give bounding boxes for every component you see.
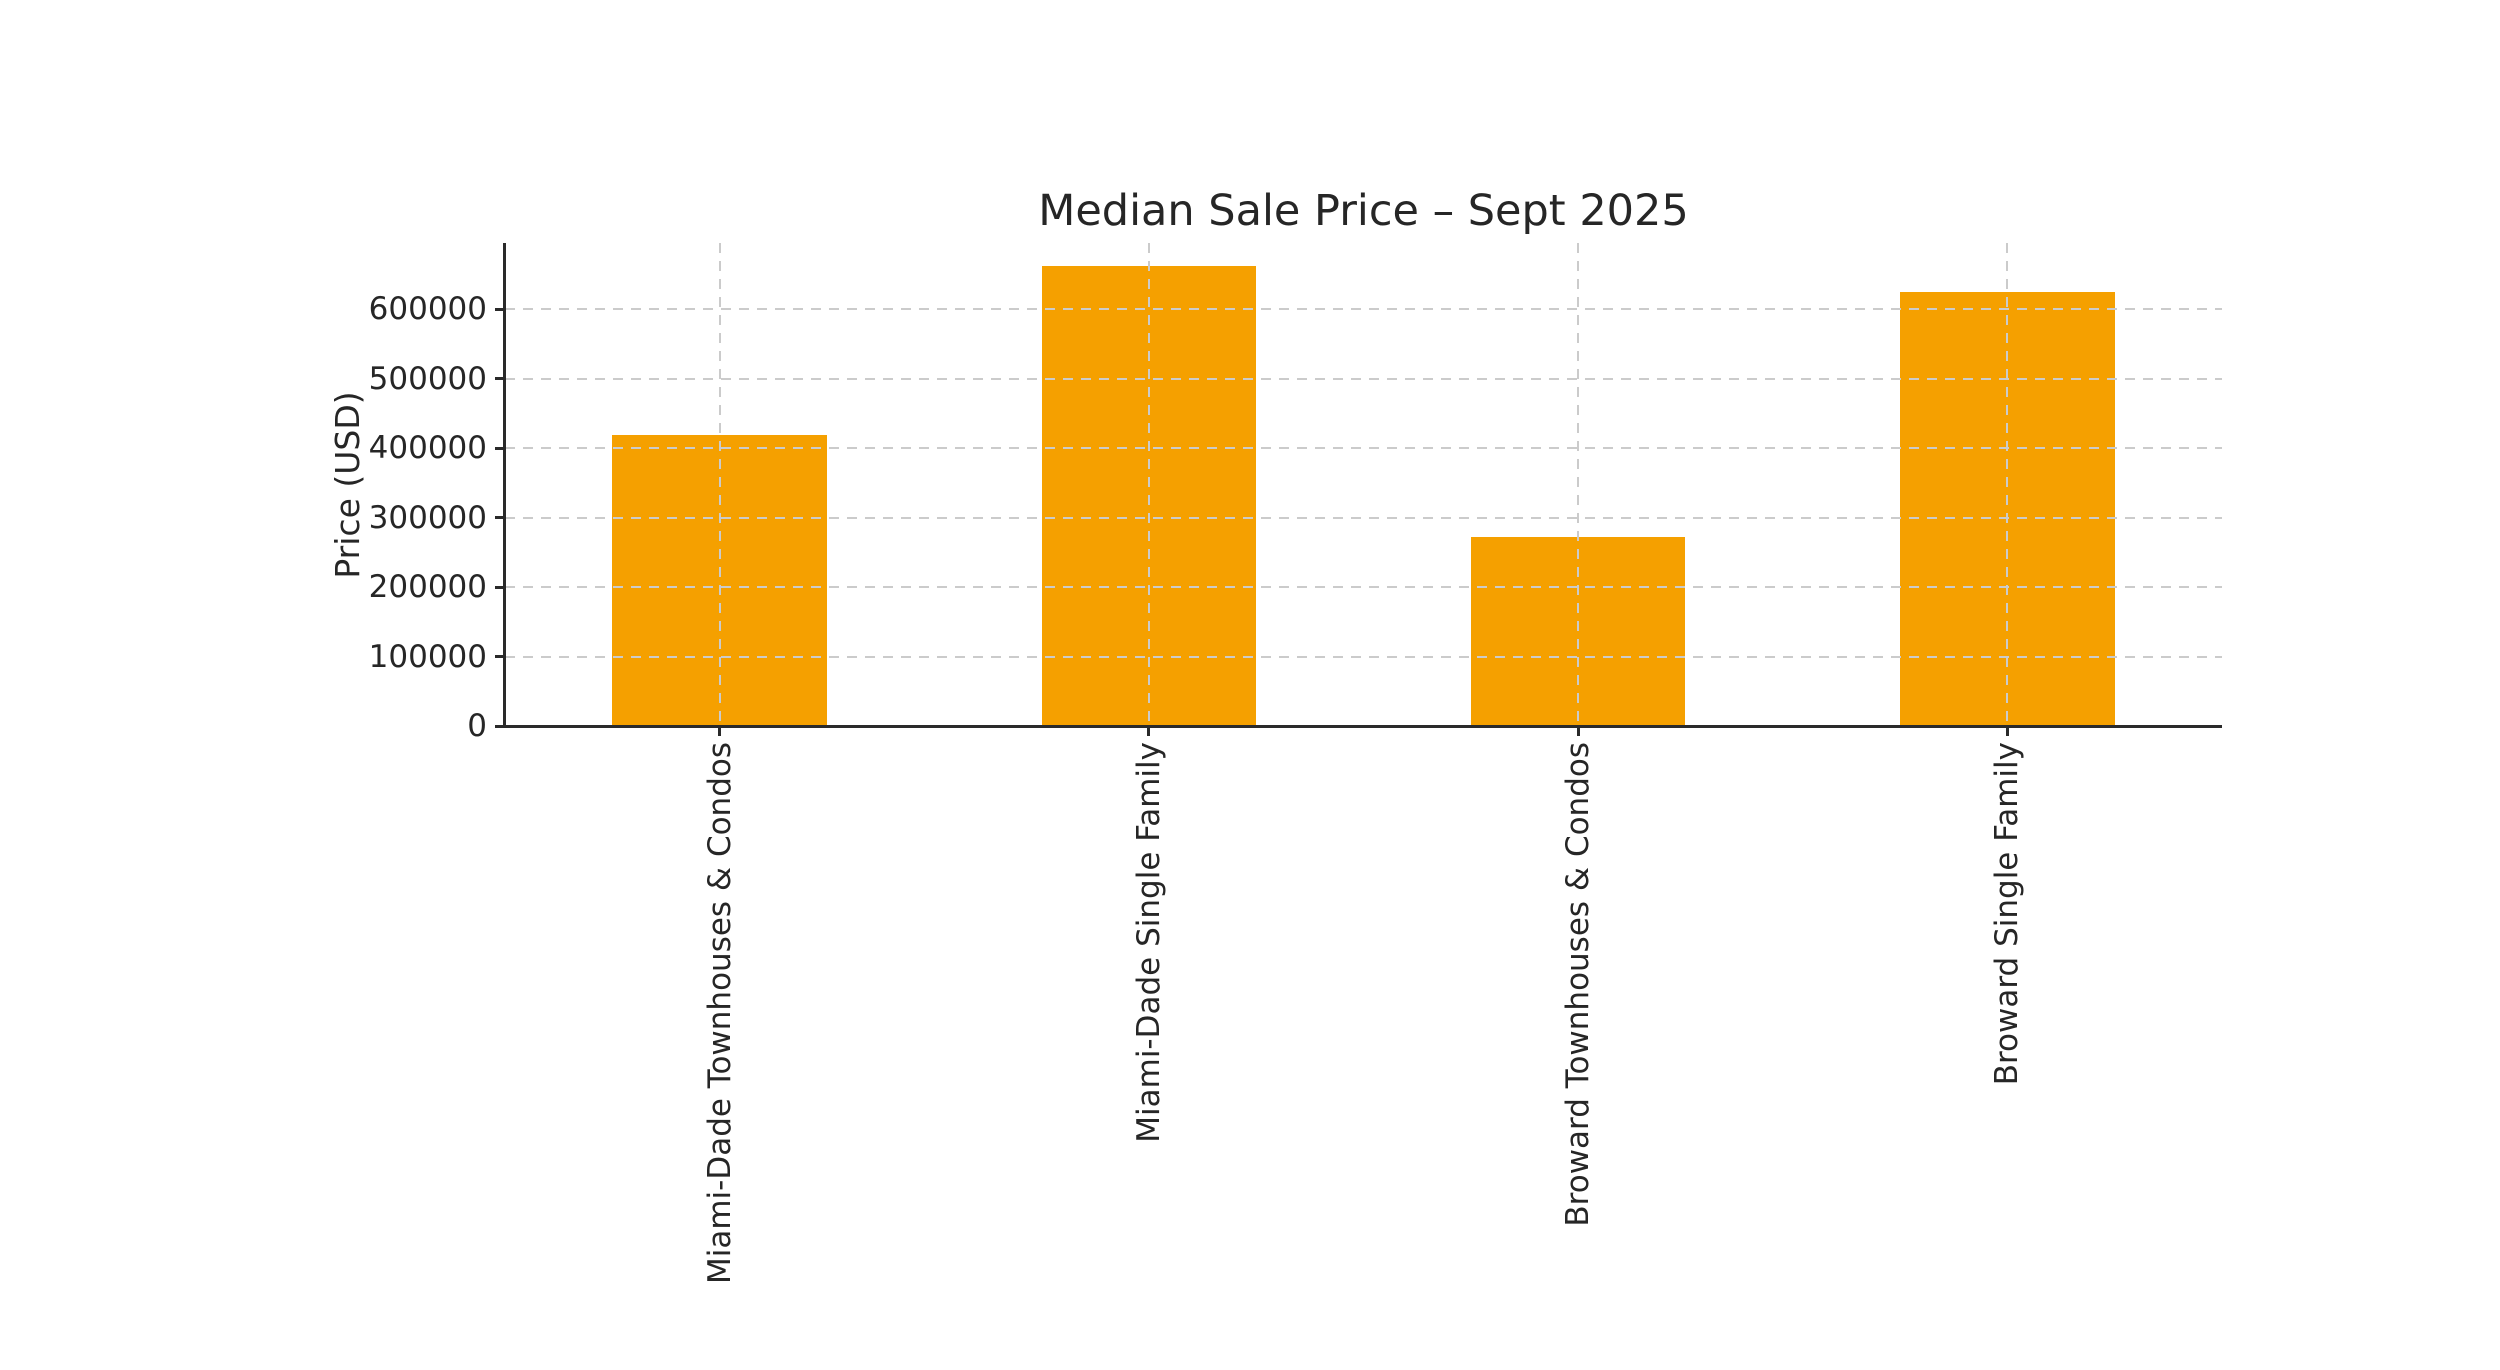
vertical-gridline	[2006, 243, 2009, 726]
x-axis-tick	[718, 726, 722, 736]
vertical-gridline	[1577, 243, 1580, 726]
y-axis-label: Price (USD)	[328, 390, 367, 579]
x-tick-label: Broward Townhouses & Condos	[1560, 742, 1597, 1227]
chart-title: Median Sale Price – Sept 2025	[1038, 186, 1689, 236]
y-axis-tick	[495, 585, 505, 589]
horizontal-gridline	[505, 655, 2222, 658]
horizontal-gridline	[505, 377, 2222, 380]
x-tick-label: Broward Single Family	[1989, 742, 2026, 1086]
y-tick-label: 0	[467, 708, 487, 744]
y-tick-label: 200000	[368, 569, 487, 606]
x-axis-tick	[1576, 726, 1580, 736]
vertical-gridline	[1147, 243, 1150, 726]
vertical-gridline	[718, 243, 721, 726]
x-axis-tick	[1147, 726, 1151, 736]
y-axis-tick	[495, 655, 505, 659]
horizontal-gridline	[505, 447, 2222, 450]
y-axis-spine	[503, 243, 506, 728]
x-tick-label: Miami-Dade Single Family	[1130, 742, 1167, 1143]
x-axis-tick	[2005, 726, 2009, 736]
y-tick-label: 400000	[368, 430, 487, 467]
y-tick-label: 300000	[368, 499, 487, 536]
y-tick-label: 600000	[368, 291, 487, 328]
y-axis-tick	[495, 724, 505, 728]
y-axis-tick	[495, 446, 505, 450]
y-tick-label: 500000	[368, 360, 487, 397]
horizontal-gridline	[505, 308, 2222, 311]
y-axis-tick	[495, 307, 505, 311]
y-axis-tick	[495, 516, 505, 520]
y-tick-label: 100000	[368, 638, 487, 675]
y-axis-tick	[495, 377, 505, 381]
horizontal-gridline	[505, 586, 2222, 589]
x-axis-spine	[503, 725, 2222, 728]
horizontal-gridline	[505, 516, 2222, 519]
x-tick-label: Miami-Dade Townhouses & Condos	[701, 742, 738, 1285]
